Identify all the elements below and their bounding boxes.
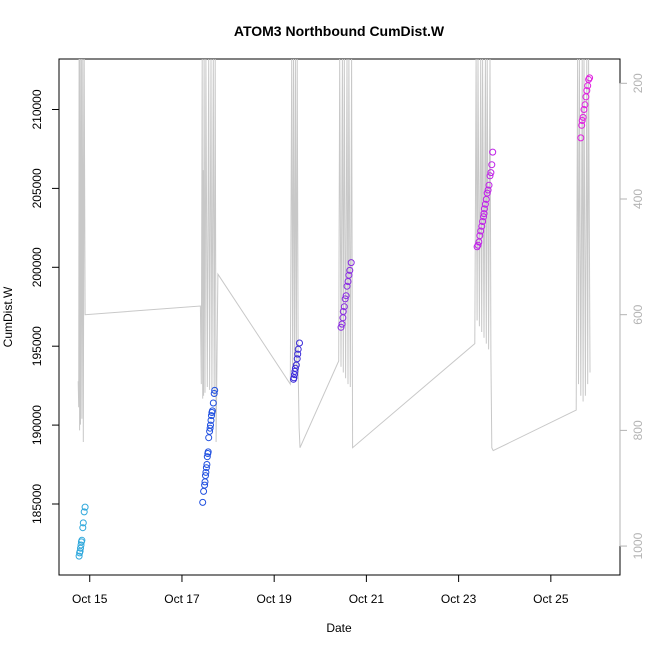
data-point [481, 200, 489, 208]
data-point [203, 453, 211, 461]
data-point [211, 386, 219, 394]
y-tick-label: 190000 [30, 405, 44, 445]
data-point [291, 367, 299, 375]
data-point [294, 350, 302, 358]
data-point [340, 303, 348, 311]
y-tick-label: 195000 [30, 326, 44, 366]
data-point [203, 461, 211, 468]
data-point [346, 266, 354, 274]
data-point [294, 345, 302, 353]
data-point [484, 186, 492, 194]
data-point [207, 421, 214, 429]
data-point [210, 390, 218, 397]
data-point [486, 172, 494, 180]
data-point [577, 134, 585, 142]
data-point [204, 448, 212, 456]
series-6 [577, 74, 594, 142]
data-point [75, 552, 83, 560]
data-point [201, 481, 209, 489]
y2-axis: 200 400 600 800 1000 [619, 73, 645, 559]
data-point [485, 181, 493, 189]
data-point [580, 106, 588, 113]
data-point [79, 524, 87, 532]
y-tick-label: 205000 [30, 168, 44, 208]
data-point [480, 210, 488, 218]
data-point [347, 259, 355, 267]
data-point [200, 487, 208, 495]
data-point [583, 87, 591, 95]
data-point [488, 161, 496, 169]
data-point [479, 218, 487, 225]
data-point [480, 213, 487, 221]
data-point [342, 292, 350, 300]
y2-tick-label: 400 [631, 189, 645, 209]
data-point [81, 503, 89, 511]
data-point [293, 355, 301, 363]
depth-trace-line [77, 58, 591, 452]
series-2 [199, 386, 219, 506]
y2-tick-label: 200 [631, 73, 645, 93]
data-point [290, 374, 298, 382]
data-point [474, 241, 482, 249]
data-point [296, 339, 303, 347]
data-point [80, 508, 88, 516]
data-point [207, 416, 215, 424]
series-3 [290, 339, 303, 383]
data-point [487, 169, 495, 177]
data-point [578, 117, 586, 124]
data-point [483, 189, 491, 197]
points-layer [75, 74, 594, 560]
x-tick-label: Oct 23 [441, 592, 477, 606]
data-point [478, 222, 486, 230]
data-point [208, 412, 215, 420]
data-point [205, 434, 213, 442]
data-point [206, 424, 214, 432]
x-axis: Oct 15 Oct 17 Oct 19 Oct 21 Oct 23 Oct 25 [72, 574, 569, 606]
y-axis: 185000 190000 195000 200000 205000 210000 [30, 89, 60, 524]
x-tick-label: Oct 25 [533, 592, 569, 606]
data-point [476, 232, 484, 240]
data-point [489, 148, 497, 156]
y-axis-label: CumDist.W [1, 286, 15, 347]
data-point [79, 519, 87, 527]
y2-tick-label: 600 [631, 304, 645, 324]
data-point [343, 282, 351, 290]
x-axis-label: Date [326, 621, 352, 635]
x-tick-label: Oct 19 [256, 592, 292, 606]
data-point [208, 407, 216, 415]
series-1 [75, 503, 89, 560]
data-point [477, 227, 485, 235]
x-tick-label: Oct 21 [349, 592, 385, 606]
chart-title: ATOM3 Northbound CumDist.W [234, 23, 445, 39]
data-point [480, 205, 488, 213]
data-point [202, 468, 210, 476]
data-point [202, 472, 209, 480]
data-point [199, 498, 207, 506]
y2-tick-label: 1000 [631, 532, 645, 559]
data-point [78, 536, 86, 544]
data-point [578, 121, 586, 129]
data-point [585, 76, 593, 83]
x-tick-label: Oct 15 [72, 592, 108, 606]
series-5 [473, 148, 497, 251]
data-point [209, 399, 217, 407]
data-point [341, 295, 349, 303]
data-point [581, 101, 589, 109]
y2-tick-label: 800 [631, 420, 645, 440]
data-point [202, 464, 210, 472]
data-point [77, 541, 85, 549]
y-tick-label: 200000 [30, 247, 44, 287]
x-tick-label: Oct 17 [164, 592, 200, 606]
y-tick-label: 185000 [30, 484, 44, 524]
data-point [586, 74, 594, 82]
depth-line-layer [77, 58, 591, 452]
data-point [291, 364, 299, 372]
data-point [339, 308, 347, 315]
series-4 [337, 259, 355, 331]
y-tick-label: 210000 [30, 89, 44, 129]
data-point [579, 113, 587, 121]
data-point [337, 323, 345, 331]
data-point [345, 271, 353, 279]
